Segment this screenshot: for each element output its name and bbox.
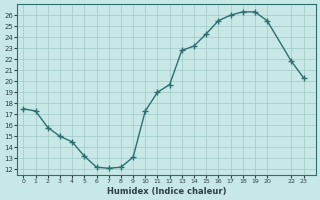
X-axis label: Humidex (Indice chaleur): Humidex (Indice chaleur) <box>107 187 226 196</box>
